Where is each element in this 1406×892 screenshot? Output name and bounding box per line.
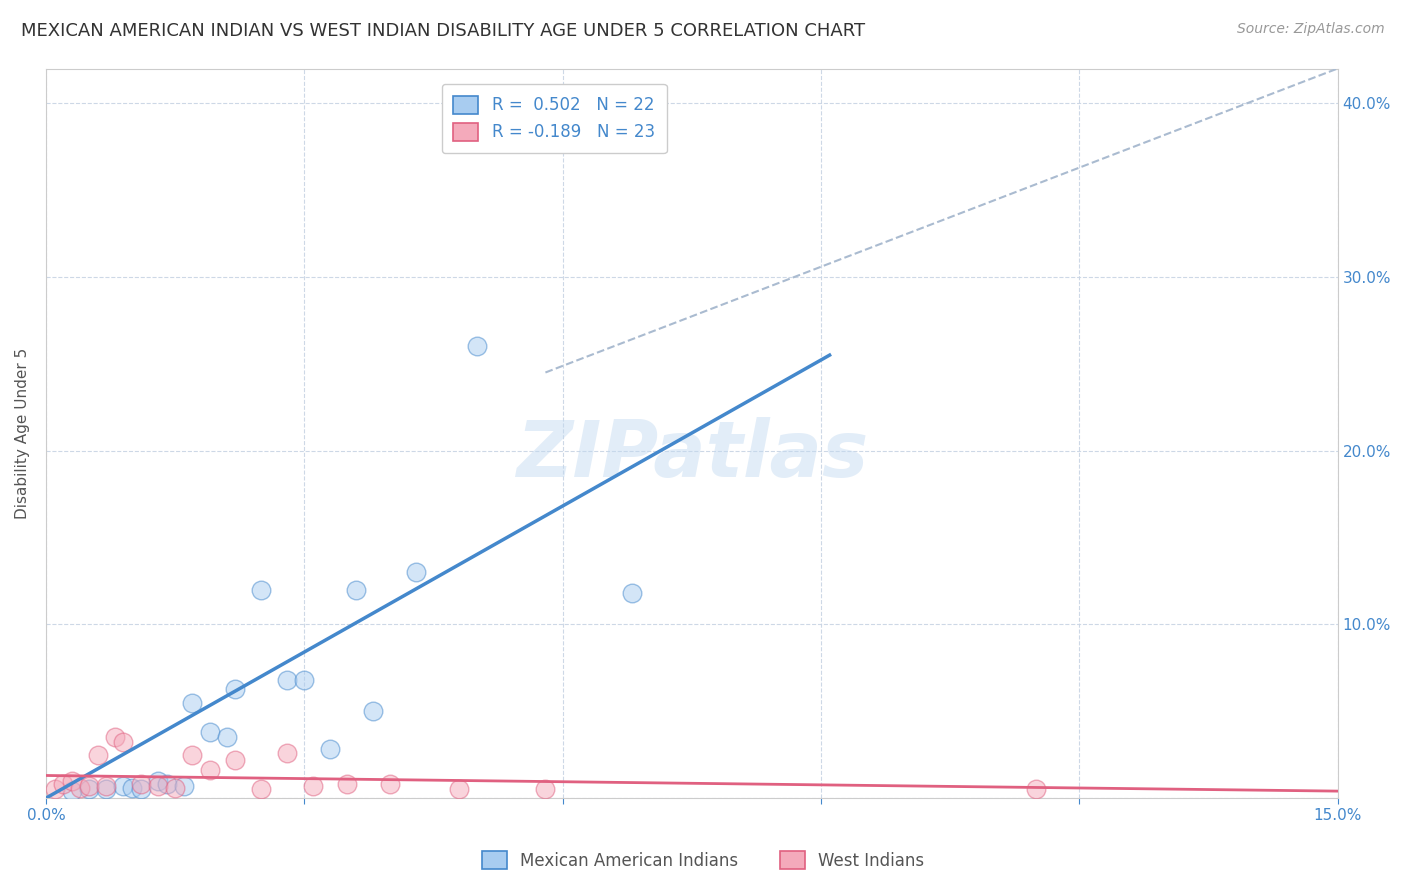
Point <box>276 673 298 687</box>
Point <box>181 696 204 710</box>
Text: MEXICAN AMERICAN INDIAN VS WEST INDIAN DISABILITY AGE UNDER 5 CORRELATION CHART: MEXICAN AMERICAN INDIAN VS WEST INDIAN D… <box>21 22 865 40</box>
Text: Source: ZipAtlas.com: Source: ZipAtlas.com <box>1237 22 1385 37</box>
Point <box>449 782 471 797</box>
Point <box>121 780 143 795</box>
Legend: R =  0.502   N = 22, R = -0.189   N = 23: R = 0.502 N = 22, R = -0.189 N = 23 <box>441 84 666 153</box>
Point <box>112 735 135 749</box>
Point <box>319 742 342 756</box>
Point <box>250 782 273 797</box>
Point <box>215 731 238 745</box>
Legend: Mexican American Indians, West Indians: Mexican American Indians, West Indians <box>475 845 931 877</box>
Point <box>224 753 246 767</box>
Point <box>146 773 169 788</box>
Text: ZIPatlas: ZIPatlas <box>516 417 868 493</box>
Point <box>112 779 135 793</box>
Point <box>250 582 273 597</box>
Point <box>173 779 195 793</box>
Point <box>60 784 83 798</box>
Point <box>52 777 75 791</box>
Point <box>129 782 152 797</box>
Point <box>198 725 221 739</box>
Point <box>96 782 118 797</box>
Point <box>60 773 83 788</box>
Point <box>165 780 187 795</box>
Point <box>104 731 127 745</box>
Point <box>361 704 384 718</box>
Point <box>336 777 359 791</box>
Point <box>224 681 246 696</box>
Point <box>302 779 325 793</box>
Point <box>77 779 100 793</box>
Point <box>276 746 298 760</box>
Point <box>1025 782 1047 797</box>
Point <box>292 673 315 687</box>
Point <box>129 777 152 791</box>
Point <box>465 339 488 353</box>
Point <box>405 566 427 580</box>
Point <box>77 782 100 797</box>
Point <box>380 777 402 791</box>
Point <box>198 764 221 778</box>
Point <box>181 747 204 762</box>
Point <box>96 779 118 793</box>
Point <box>344 582 367 597</box>
Point <box>146 779 169 793</box>
Point <box>155 777 177 791</box>
Point <box>44 782 66 797</box>
Y-axis label: Disability Age Under 5: Disability Age Under 5 <box>15 348 30 519</box>
Point <box>86 747 108 762</box>
Point <box>620 586 643 600</box>
Point <box>534 782 557 797</box>
Point <box>69 780 91 795</box>
